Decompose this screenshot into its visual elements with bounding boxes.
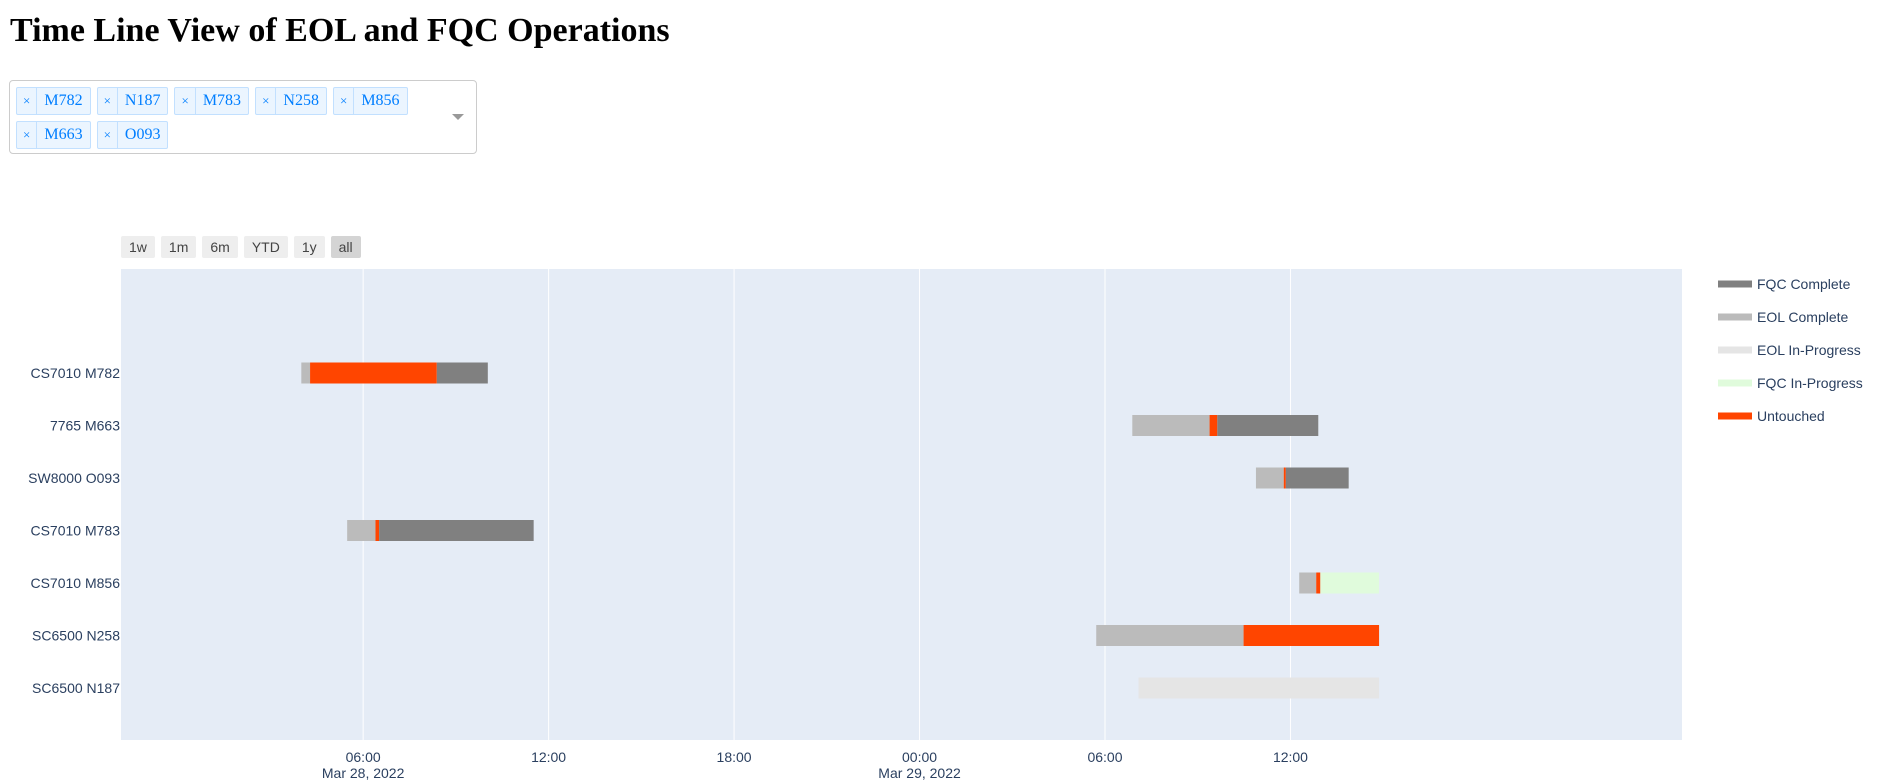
range-button-all[interactable]: all xyxy=(330,236,361,258)
range-button-ytd[interactable]: YTD xyxy=(243,236,288,258)
y-tick-label: CS7010 M783 xyxy=(30,523,120,539)
x-tick-label: 12:00 xyxy=(1273,749,1308,765)
timeline-bar xyxy=(301,362,311,384)
timeline-bar xyxy=(436,362,488,384)
legend-label: FQC Complete xyxy=(1757,276,1851,292)
y-tick-label: CS7010 M856 xyxy=(30,575,120,591)
legend-swatch xyxy=(1718,280,1752,288)
x-tick-label: 06:00 xyxy=(346,749,381,765)
chip-label: M783 xyxy=(202,92,242,109)
filter-chip-m663: × M663 xyxy=(16,121,91,149)
product-multiselect[interactable]: × M782 × N187 × M783 × N258 × M856 × M663 × O093 xyxy=(9,80,477,154)
x-tick-date-label: Mar 28, 2022 xyxy=(322,765,405,781)
chip-label: M663 xyxy=(44,126,83,143)
filter-chip-m783: × M783 xyxy=(174,87,250,115)
filter-chip-o093: × O093 xyxy=(96,121,169,149)
x-tick-label: 12:00 xyxy=(531,749,566,765)
timeline-bar xyxy=(1320,572,1380,594)
legend-label: EOL Complete xyxy=(1757,309,1849,325)
filter-chip-m856: × M856 xyxy=(332,87,408,115)
timeline-bar xyxy=(1299,572,1317,594)
range-button-1y[interactable]: 1y xyxy=(293,236,325,258)
x-tick-label: 06:00 xyxy=(1087,749,1122,765)
chip-label: N187 xyxy=(124,92,161,109)
legend-label: EOL In-Progress xyxy=(1757,342,1861,358)
x-tick-label: 00:00 xyxy=(902,749,937,765)
timeline-bar xyxy=(1209,415,1218,436)
dropdown-arrow-icon[interactable] xyxy=(452,114,464,120)
legend-swatch xyxy=(1718,346,1752,354)
y-tick-label: SC6500 N187 xyxy=(32,680,120,696)
y-tick-label: SC6500 N258 xyxy=(32,628,120,644)
y-tick-label: 7765 M663 xyxy=(50,418,120,434)
timeline-bar xyxy=(347,520,376,541)
legend-label: Untouched xyxy=(1757,408,1825,424)
filter-chip-m782: × M782 xyxy=(16,87,91,115)
remove-chip-icon[interactable]: × xyxy=(256,88,277,114)
remove-chip-icon[interactable]: × xyxy=(17,122,38,148)
chip-label: O093 xyxy=(124,126,161,143)
range-button-1w[interactable]: 1w xyxy=(121,236,155,258)
remove-chip-icon[interactable]: × xyxy=(98,88,118,114)
remove-chip-icon[interactable]: × xyxy=(175,88,196,114)
x-tick-date-label: Mar 29, 2022 xyxy=(878,765,961,781)
plot-area xyxy=(121,269,1682,740)
timeline-bar xyxy=(379,520,534,541)
range-button-6m[interactable]: 6m xyxy=(202,236,238,258)
page-title: Time Line View of EOL and FQC Operations xyxy=(10,12,670,49)
chip-label: M782 xyxy=(44,92,83,109)
timeline-bar xyxy=(1217,415,1319,436)
remove-chip-icon[interactable]: × xyxy=(17,88,38,114)
range-button-1m[interactable]: 1m xyxy=(160,236,197,258)
timeline-bar xyxy=(310,362,437,384)
timeline-bar xyxy=(1316,572,1321,594)
timeline-bar xyxy=(1132,415,1210,436)
filter-chip-n258: × N258 xyxy=(255,87,327,115)
remove-chip-icon[interactable]: × xyxy=(334,88,355,114)
y-tick-label: CS7010 M782 xyxy=(30,365,120,381)
legend-label: FQC In-Progress xyxy=(1757,375,1863,391)
legend-swatch xyxy=(1718,412,1752,420)
chip-label: N258 xyxy=(283,92,319,109)
timeline-bar xyxy=(1283,467,1286,489)
timeline-bar xyxy=(375,520,380,541)
filter-chip-n187: × N187 xyxy=(96,87,169,115)
y-tick-label: SW8000 O093 xyxy=(28,470,120,486)
range-selector: 1w 1m 6m YTD 1y all xyxy=(121,236,361,258)
timeline-bar xyxy=(1243,625,1380,646)
timeline-bar xyxy=(1138,677,1380,699)
remove-chip-icon[interactable]: × xyxy=(98,122,118,148)
legend-swatch xyxy=(1718,313,1752,321)
timeline-bar xyxy=(1096,625,1244,646)
chip-label: M856 xyxy=(361,92,400,109)
selected-chips: × M782 × N187 × M783 × N258 × M856 × M663 × O093 xyxy=(16,87,416,149)
timeline-bar xyxy=(1285,467,1349,489)
x-tick-label: 18:00 xyxy=(717,749,752,765)
legend-swatch xyxy=(1718,379,1752,387)
timeline-bar xyxy=(1255,467,1284,489)
